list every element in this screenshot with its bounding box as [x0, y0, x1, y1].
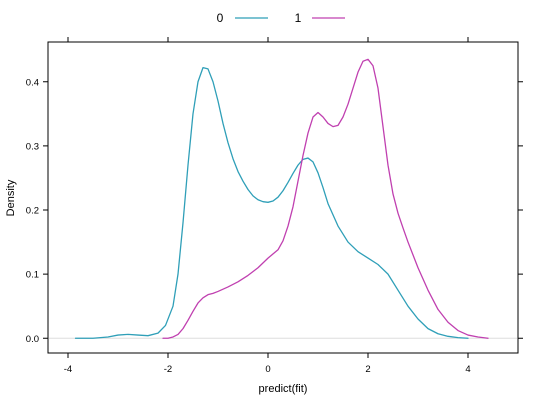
x-tick-label: -2: [164, 364, 172, 375]
density-line-series-1: [162, 58, 489, 339]
x-tick-label: 0: [265, 364, 270, 375]
legend-label-1: 1: [295, 11, 302, 25]
density-line-series-0: [74, 67, 469, 339]
y-axis: 0.0 0.1 0.2 0.3 0.4: [26, 77, 523, 345]
x-tick-label: 4: [465, 364, 470, 375]
y-tick-label: 0.4: [26, 77, 39, 88]
legend-label-0: 0: [217, 11, 224, 25]
y-tick-label: 0.0: [26, 334, 39, 345]
series-lines: [74, 58, 489, 339]
x-axis-title: predict(fit): [259, 383, 308, 395]
y-axis-title: Density: [5, 179, 17, 216]
y-tick-label: 0.2: [26, 206, 39, 217]
y-tick-label: 0.1: [26, 270, 39, 281]
legend: 0 1: [217, 11, 345, 25]
x-tick-label: 2: [365, 364, 370, 375]
x-axis: -4 -2 0 2 4: [64, 37, 471, 375]
x-tick-label: -4: [64, 364, 72, 375]
plot-frame: [47, 41, 519, 354]
y-tick-label: 0.3: [26, 141, 39, 152]
